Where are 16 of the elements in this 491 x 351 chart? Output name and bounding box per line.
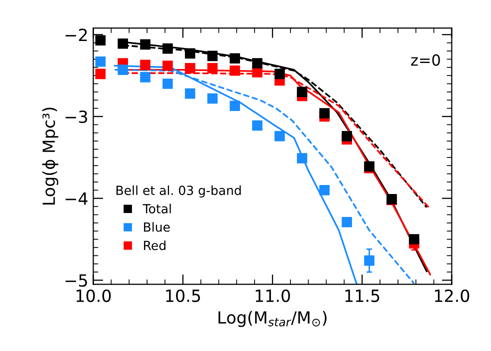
y-tick-label: −3 <box>66 110 88 124</box>
annotation: z=0 <box>411 54 440 66</box>
y-tick-label: −4 <box>66 192 88 205</box>
legend-label: Blue <box>144 222 170 232</box>
y-tick-label: −5 <box>66 274 87 287</box>
x-tick-label: 11.5 <box>345 290 380 302</box>
legend-title: Bell et al. 03 g-band <box>116 185 241 198</box>
x-tick-label: 10.0 <box>76 289 111 302</box>
x-tick-label: 10.5 <box>166 289 200 302</box>
x-axis-title: Log(M$_{star}$/M$_{⊙}$) <box>218 310 327 327</box>
x-tick-label: 11.0 <box>256 289 290 302</box>
y-tick-label: −2 <box>66 28 87 41</box>
legend-label: Red <box>144 240 166 250</box>
y-axis-title: Log(ϕ Mpc³) <box>42 108 58 204</box>
legend-label: Total <box>142 204 171 214</box>
x-tick-label: 12.0 <box>434 289 470 302</box>
